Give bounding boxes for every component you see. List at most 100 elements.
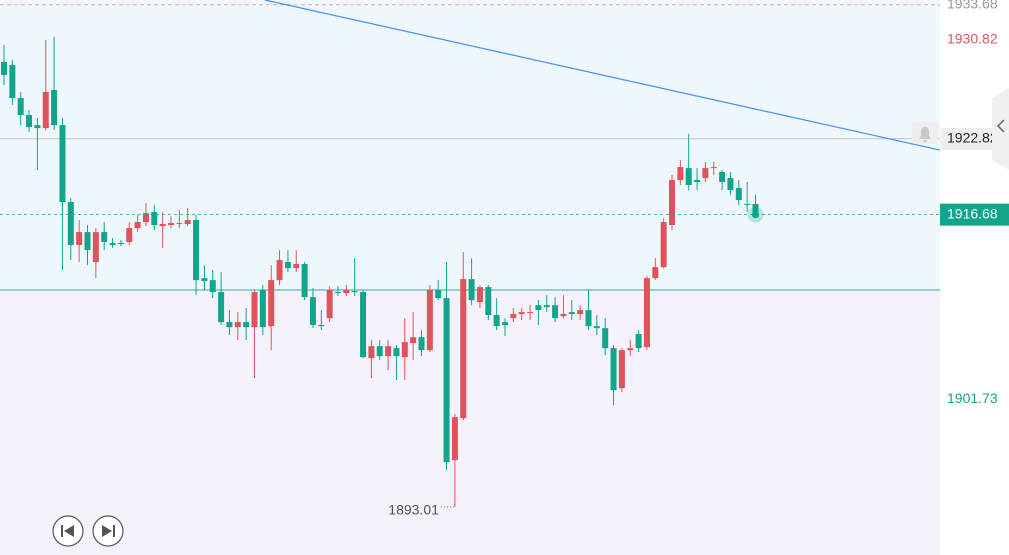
candle-body <box>276 260 283 281</box>
candle-body <box>67 202 74 246</box>
candle-body <box>694 180 701 183</box>
candle-body <box>518 312 525 315</box>
candle-body <box>635 334 642 349</box>
candle-body <box>727 178 734 191</box>
candle-body <box>142 213 149 223</box>
candle-body <box>669 180 675 226</box>
candle-body <box>51 90 58 126</box>
candle-body <box>535 305 542 311</box>
candle-body <box>259 290 266 328</box>
candle-body <box>309 297 316 326</box>
candle-body <box>9 64 16 99</box>
candle-body <box>168 223 174 226</box>
candle-body <box>410 337 417 344</box>
candle-body <box>585 310 592 327</box>
candle-body <box>435 290 442 299</box>
candle-body <box>502 322 508 326</box>
candle-body <box>209 280 216 293</box>
bell-icon[interactable] <box>912 122 938 144</box>
candle-body <box>134 222 141 229</box>
candle-body <box>284 262 291 269</box>
candle-body <box>618 350 625 389</box>
candle-body <box>326 290 333 319</box>
candle-body <box>702 168 709 179</box>
last-price-label: 1916.68 <box>947 205 998 221</box>
background <box>0 0 940 555</box>
price-label-box <box>941 127 1001 150</box>
price-label: 1922.82 <box>947 130 998 146</box>
candle-body <box>401 342 408 358</box>
candle-body <box>685 168 692 185</box>
candle-body <box>426 290 433 351</box>
candle-body <box>318 325 325 327</box>
last-price-dot <box>752 211 759 219</box>
lower-zone <box>0 289 940 555</box>
candle-body <box>101 232 108 243</box>
candle-body <box>451 417 458 461</box>
collapse-tab[interactable] <box>992 88 1009 170</box>
trend-line <box>264 0 941 151</box>
candle-body <box>627 348 634 351</box>
upper-zone <box>0 0 940 290</box>
price-axis-labels: 1933.68 1930.82 1922.82 1901.73 1916.68 <box>940 0 1009 406</box>
candle-body <box>34 125 41 129</box>
candle-body <box>752 204 759 215</box>
candle-body <box>201 278 208 282</box>
candle-body <box>610 348 617 391</box>
candle-body <box>376 346 383 357</box>
candle-body <box>193 220 200 281</box>
candle-body <box>293 264 300 269</box>
next-button[interactable] <box>92 515 124 547</box>
candle-body <box>84 232 91 251</box>
candle-body <box>126 228 133 243</box>
candle-body <box>393 348 400 357</box>
candle-body <box>493 315 500 327</box>
low-label: 1893.01 <box>388 502 439 518</box>
price-label: 1933.68 <box>947 0 998 11</box>
candle-body <box>652 267 659 279</box>
candle-body <box>485 287 492 316</box>
candle-body <box>543 305 550 308</box>
candle-body <box>385 346 392 357</box>
candle-body <box>243 322 250 328</box>
candle-body <box>468 279 475 301</box>
candle-body <box>660 222 667 268</box>
candle-body <box>26 114 33 128</box>
candle-body <box>42 92 49 129</box>
candle-body <box>251 292 258 328</box>
candle-body <box>151 212 158 226</box>
candle-body <box>176 223 183 225</box>
candle-body <box>418 337 425 351</box>
candle-body <box>159 224 166 227</box>
candle-body <box>568 312 575 315</box>
candle-body <box>368 346 375 359</box>
price-label: 1901.73 <box>947 390 998 406</box>
prev-button[interactable] <box>52 515 84 547</box>
candle-body <box>677 167 684 181</box>
candle-body <box>744 204 751 206</box>
candle-body <box>109 243 116 246</box>
price-label: 1930.82 <box>947 31 998 47</box>
candle-body <box>476 287 483 303</box>
candle-body <box>343 290 350 294</box>
candle-body <box>335 292 341 294</box>
candle-body <box>443 298 450 463</box>
candle-body <box>17 98 24 115</box>
candle-body <box>226 322 233 328</box>
candle-body <box>602 328 609 349</box>
candle-body <box>643 278 650 348</box>
candle-body <box>710 167 717 169</box>
candle-body <box>460 279 467 419</box>
candle-body <box>351 291 358 293</box>
candle-body <box>1 61 7 75</box>
candle-body <box>218 292 225 323</box>
candle-body <box>268 280 275 327</box>
candle-body <box>59 125 66 203</box>
candle-body <box>560 314 567 317</box>
candle-body <box>301 264 308 298</box>
price-axis <box>940 0 1009 555</box>
candle-body <box>92 232 99 263</box>
candle-body <box>184 220 191 225</box>
